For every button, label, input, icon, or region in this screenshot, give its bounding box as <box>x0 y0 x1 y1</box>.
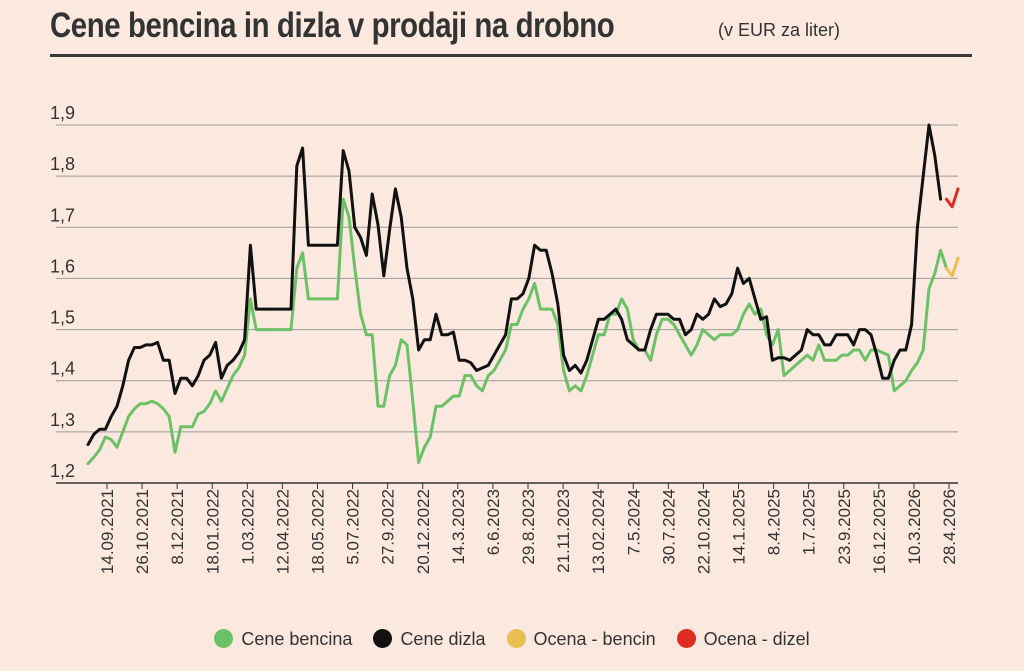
legend-label-ocena-dizel: Ocena - dizel <box>703 628 810 649</box>
legend-label-dizel: Cene dizla <box>400 628 486 649</box>
x-tick-label: 20.12.2022 <box>414 489 433 574</box>
x-tick-label: 28.4.2026 <box>940 489 959 565</box>
x-tick-label: 14.1.2025 <box>730 489 749 565</box>
series-line-ocena-dizel <box>944 187 960 209</box>
x-tick-label: 13.02.2024 <box>589 489 608 574</box>
x-tick-label: 7.5.2024 <box>624 489 643 555</box>
line-chart: 1,2 1,3 1,4 1,5 1,6 1,7 1,8 1,9 14.09.2021 26.10.… <box>50 103 960 574</box>
x-tick-label: 1.03.2022 <box>238 489 257 565</box>
x-tick-label: 21.11.2023 <box>554 489 573 573</box>
x-tick-label: 8.12.2021 <box>168 489 187 565</box>
y-tick-label: 1,6 <box>50 256 75 276</box>
y-tick-label: 1,9 <box>50 103 75 123</box>
y-tick-label: 1,3 <box>50 410 75 430</box>
legend-item-ocena-bencin: Ocena - bencin <box>506 628 656 650</box>
x-tick-label: 12.04.2022 <box>273 489 292 574</box>
legend-label-bencin: Cene bencina <box>241 628 353 649</box>
x-tick-label: 18.05.2022 <box>309 489 328 574</box>
legend-item-bencin: Cene bencina <box>214 628 353 650</box>
y-tick-label: 1,5 <box>50 308 75 328</box>
x-tick-label: 14.3.2023 <box>449 489 468 565</box>
x-tick-label: 1.7.2025 <box>800 489 819 555</box>
x-tick-label: 30.7.2024 <box>659 489 678 565</box>
y-tick-label: 1,8 <box>50 154 75 174</box>
title-bar: Cene bencina in dizla v prodaji na drobn… <box>50 2 972 57</box>
legend-dot-ocena-dizel <box>676 628 696 648</box>
x-tick-label: 10.3.2026 <box>905 489 924 565</box>
x-tick-label: 18.01.2022 <box>203 489 222 574</box>
legend-dot-dizel <box>373 628 393 648</box>
x-tick-label: 27.9.2022 <box>379 489 398 565</box>
legend-dot-bencin <box>214 628 234 648</box>
x-tick-label: 16.12.2025 <box>870 489 889 574</box>
x-tick-label: 6.6.2023 <box>484 489 503 555</box>
x-tick-label: 23.9.2025 <box>835 489 854 565</box>
series-line-dizel <box>86 123 943 447</box>
x-tick-label: 26.10.2021 <box>133 489 152 574</box>
y-tick-label: 1,7 <box>50 205 75 225</box>
x-tick-label: 5.07.2022 <box>344 489 363 565</box>
chart-subtitle: (v EUR za liter) <box>718 20 841 40</box>
y-tick-label: 1,4 <box>50 359 75 379</box>
chart-title: Cene bencina in dizla v prodaji na drobn… <box>50 6 615 45</box>
legend-item-ocena-dizel: Ocena - dizel <box>676 628 810 650</box>
x-tick-label: 8.4.2025 <box>765 489 784 555</box>
x-tick-label: 22.10.2024 <box>694 489 713 574</box>
x-tick-label: 14.09.2021 <box>98 489 117 574</box>
legend-dot-ocena-bencin <box>506 628 526 648</box>
legend: Cene bencina Cene dizla Ocena - bencin O… <box>0 628 1024 650</box>
series-line-bencin <box>86 197 948 466</box>
x-tick-label: 29.8.2023 <box>519 489 538 565</box>
legend-item-dizel: Cene dizla <box>373 628 486 650</box>
series-line-ocena-bencin <box>944 256 960 278</box>
legend-label-ocena-bencin: Ocena - bencin <box>533 628 656 649</box>
y-tick-label: 1,2 <box>50 461 75 481</box>
